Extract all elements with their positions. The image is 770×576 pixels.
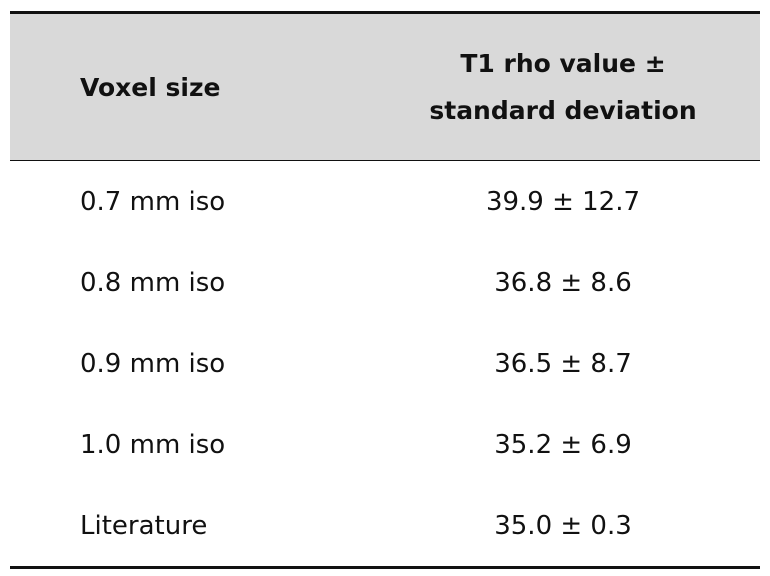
header-text: T1 rho value ± standard deviation: [429, 49, 697, 125]
table-cell: 36.5 ± 8.7: [494, 348, 632, 379]
table-row: 0.7 mm iso 39.9 ± 12.7: [10, 161, 760, 243]
table-header: Voxel size T1 rho value ± standard devia…: [10, 12, 760, 161]
table-row: Literature 35.0 ± 0.3: [10, 485, 760, 568]
table-row: 1.0 mm iso 35.2 ± 6.9: [10, 404, 760, 485]
table-cell: 35.2 ± 6.9: [494, 429, 632, 460]
table-cell: 0.8 mm iso: [80, 267, 226, 298]
table-cell: 36.8 ± 8.6: [494, 267, 632, 298]
table-row: 0.8 mm iso 36.8 ± 8.6: [10, 242, 760, 323]
table-cell: 39.9 ± 12.7: [485, 186, 641, 217]
header-row: Voxel size T1 rho value ± standard devia…: [10, 12, 760, 161]
table-cell: 0.7 mm iso: [80, 186, 226, 217]
table-cell: 35.0 ± 0.3: [494, 510, 632, 541]
table-cell: 0.9 mm iso: [80, 348, 226, 379]
table-row: 0.9 mm iso 36.5 ± 8.7: [10, 323, 760, 404]
header-cell: T1 rho value ± standard deviation: [366, 13, 760, 161]
data-table: Voxel size T1 rho value ± standard devia…: [10, 11, 760, 569]
table-cell: Literature: [80, 510, 208, 541]
table-body: 0.7 mm iso 39.9 ± 12.7 0.8 mm iso 36.8 ± 8.…: [10, 161, 760, 568]
header-cell: Voxel size: [80, 72, 221, 102]
table-cell: 1.0 mm iso: [80, 429, 226, 460]
